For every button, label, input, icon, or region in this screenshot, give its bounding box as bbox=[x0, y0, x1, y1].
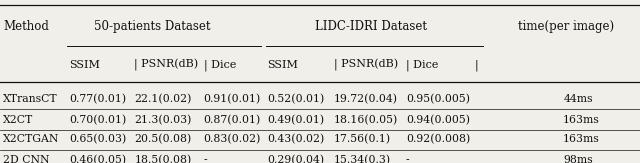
Text: 44ms: 44ms bbox=[563, 94, 593, 104]
Text: 0.92(0.008): 0.92(0.008) bbox=[406, 134, 470, 145]
Text: 0.46(0.05): 0.46(0.05) bbox=[69, 155, 126, 163]
Text: -: - bbox=[406, 155, 410, 163]
Text: LIDC-IDRI Dataset: LIDC-IDRI Dataset bbox=[315, 20, 428, 33]
Text: 22.1(0.02): 22.1(0.02) bbox=[134, 94, 192, 105]
Text: 0.70(0.01): 0.70(0.01) bbox=[69, 115, 126, 125]
Text: 0.29(0.04): 0.29(0.04) bbox=[268, 155, 324, 163]
Text: 18.5(0.08): 18.5(0.08) bbox=[134, 155, 191, 163]
Text: SSIM: SSIM bbox=[268, 60, 298, 70]
Text: 0.77(0.01): 0.77(0.01) bbox=[69, 94, 126, 105]
Text: time(per image): time(per image) bbox=[518, 20, 614, 33]
Text: Method: Method bbox=[3, 20, 49, 33]
Text: 0.49(0.01): 0.49(0.01) bbox=[268, 115, 324, 125]
Text: |: | bbox=[475, 59, 479, 71]
Text: 0.43(0.02): 0.43(0.02) bbox=[268, 134, 324, 145]
Text: 163ms: 163ms bbox=[563, 134, 600, 144]
Text: 163ms: 163ms bbox=[563, 115, 600, 125]
Text: SSIM: SSIM bbox=[69, 60, 100, 70]
Text: | PSNR(dB): | PSNR(dB) bbox=[134, 59, 198, 71]
Text: 19.72(0.04): 19.72(0.04) bbox=[334, 94, 398, 105]
Text: 0.52(0.01): 0.52(0.01) bbox=[268, 94, 324, 105]
Text: 20.5(0.08): 20.5(0.08) bbox=[134, 134, 191, 145]
Text: 0.83(0.02): 0.83(0.02) bbox=[204, 134, 261, 145]
Text: 17.56(0.1): 17.56(0.1) bbox=[334, 134, 391, 145]
Text: | Dice: | Dice bbox=[406, 59, 438, 71]
Text: X2CT: X2CT bbox=[3, 115, 33, 125]
Text: | PSNR(dB): | PSNR(dB) bbox=[334, 59, 398, 71]
Text: X2CTGAN: X2CTGAN bbox=[3, 134, 60, 144]
Text: XTransCT: XTransCT bbox=[3, 94, 58, 104]
Text: 18.16(0.05): 18.16(0.05) bbox=[334, 115, 398, 125]
Text: -: - bbox=[204, 155, 207, 163]
Text: 0.65(0.03): 0.65(0.03) bbox=[69, 134, 126, 145]
Text: 50-patients Dataset: 50-patients Dataset bbox=[94, 20, 211, 33]
Text: 0.87(0.01): 0.87(0.01) bbox=[204, 115, 260, 125]
Text: 0.95(0.005): 0.95(0.005) bbox=[406, 94, 470, 105]
Text: 0.94(0.005): 0.94(0.005) bbox=[406, 115, 470, 125]
Text: | Dice: | Dice bbox=[204, 59, 236, 71]
Text: 98ms: 98ms bbox=[563, 155, 593, 163]
Text: 15.34(0.3): 15.34(0.3) bbox=[334, 155, 391, 163]
Text: 0.91(0.01): 0.91(0.01) bbox=[204, 94, 260, 105]
Text: 2D CNN: 2D CNN bbox=[3, 155, 50, 163]
Text: 21.3(0.03): 21.3(0.03) bbox=[134, 115, 192, 125]
